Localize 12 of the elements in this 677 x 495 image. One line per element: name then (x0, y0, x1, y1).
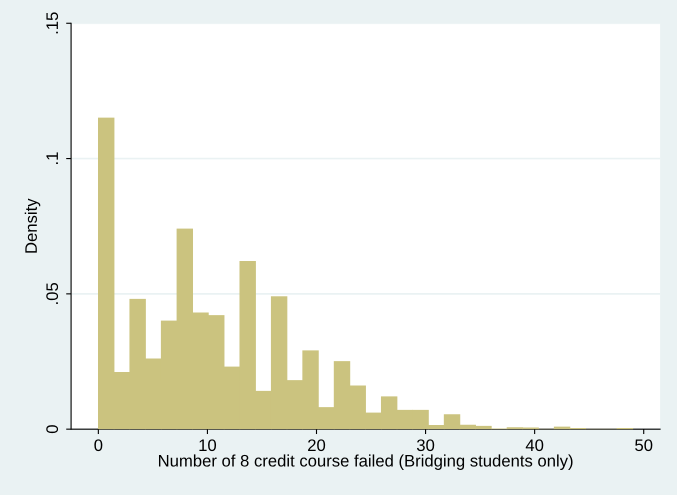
y-tick-label: .15 (46, 12, 58, 34)
x-tick-label: 30 (416, 439, 434, 452)
y-tick-label: .1 (46, 152, 58, 164)
x-tick-label: 50 (635, 439, 652, 452)
y-tick-label: .05 (46, 282, 58, 304)
x-tick-label: 40 (526, 439, 544, 452)
x-tick-label: 10 (199, 439, 216, 452)
y-axis-title: Density (24, 198, 40, 253)
y-tick-label: 0 (46, 425, 58, 434)
x-tick-label: 0 (94, 439, 102, 452)
x-tick-label: 20 (308, 439, 326, 452)
x-axis-title: Number of 8 credit course failed (Bridging students only) (158, 454, 573, 470)
